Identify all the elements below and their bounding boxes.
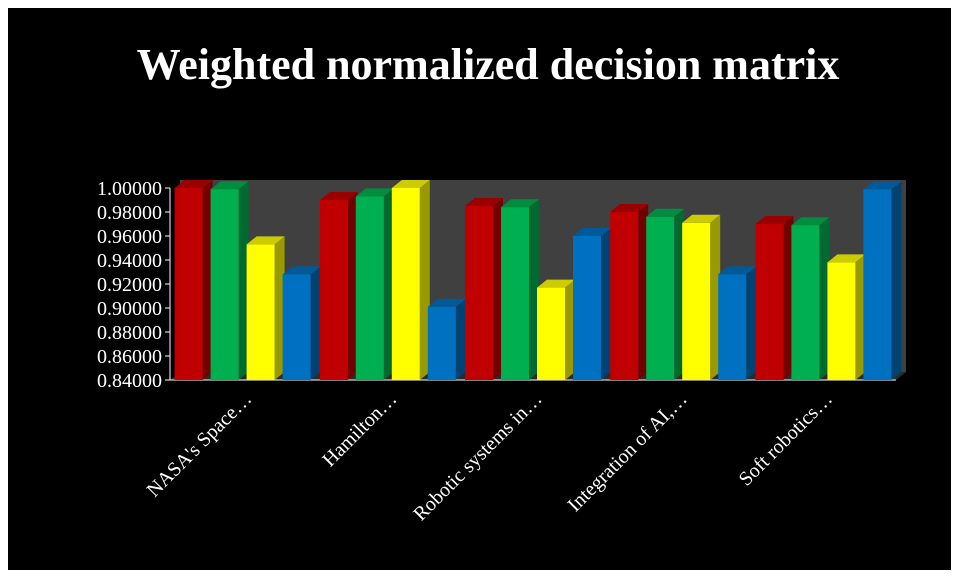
x-category-label: NASA's Space… — [143, 388, 257, 502]
bar — [501, 199, 539, 380]
x-category-label: Hamilton… — [318, 388, 401, 471]
bar — [174, 180, 213, 380]
chart-frame: Weighted normalized decision matrix 0.84… — [8, 8, 951, 570]
y-tick-label: 1.00000 — [97, 178, 162, 200]
chart-title: Weighted normalized decision matrix — [136, 40, 840, 89]
bar — [282, 266, 321, 380]
bar — [355, 188, 394, 380]
bar — [465, 198, 503, 380]
bar — [537, 279, 575, 380]
bar — [210, 181, 249, 380]
y-tick-label: 0.92000 — [97, 274, 162, 296]
bar — [682, 214, 721, 380]
chart-plot: 0.840000.860000.880000.900000.920000.940… — [97, 178, 906, 525]
y-tick-label: 0.90000 — [97, 298, 162, 320]
bar — [391, 180, 430, 380]
x-category-label: Soft robotics… — [735, 388, 837, 490]
bar — [646, 208, 685, 380]
y-tick-label: 0.84000 — [97, 370, 162, 392]
bar — [319, 192, 358, 380]
y-tick-label: 0.98000 — [97, 202, 162, 224]
bar — [573, 228, 611, 380]
y-tick-label: 0.96000 — [97, 226, 162, 248]
x-category-label: Integration of AI,… — [563, 388, 691, 516]
bar — [427, 298, 466, 380]
bar — [827, 254, 866, 380]
bar — [863, 181, 902, 380]
y-tick-label: 0.86000 — [97, 346, 162, 368]
bar — [610, 204, 649, 380]
bar — [718, 266, 757, 380]
y-tick-label: 0.88000 — [97, 322, 162, 344]
bar — [755, 216, 794, 380]
bar — [791, 217, 830, 380]
x-category-label: Robotic systems in… — [409, 388, 546, 525]
y-tick-label: 0.94000 — [97, 250, 162, 272]
bar — [246, 236, 285, 380]
